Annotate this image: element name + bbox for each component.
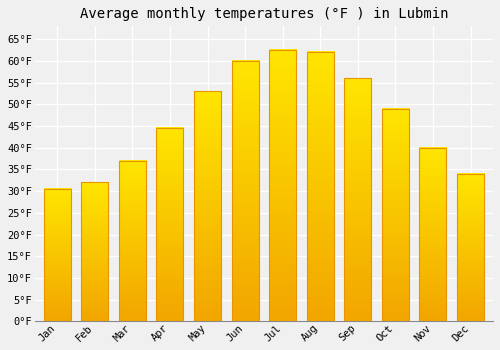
Bar	[82, 182, 108, 321]
Bar	[194, 91, 221, 321]
Bar	[119, 161, 146, 321]
Bar	[344, 78, 372, 321]
Bar	[156, 128, 184, 321]
Bar	[420, 148, 446, 321]
Bar	[306, 52, 334, 321]
Bar	[382, 109, 409, 321]
Bar	[232, 61, 258, 321]
Bar	[457, 174, 484, 321]
Title: Average monthly temperatures (°F ) in Lubmin: Average monthly temperatures (°F ) in Lu…	[80, 7, 448, 21]
Bar	[269, 50, 296, 321]
Bar	[44, 189, 71, 321]
